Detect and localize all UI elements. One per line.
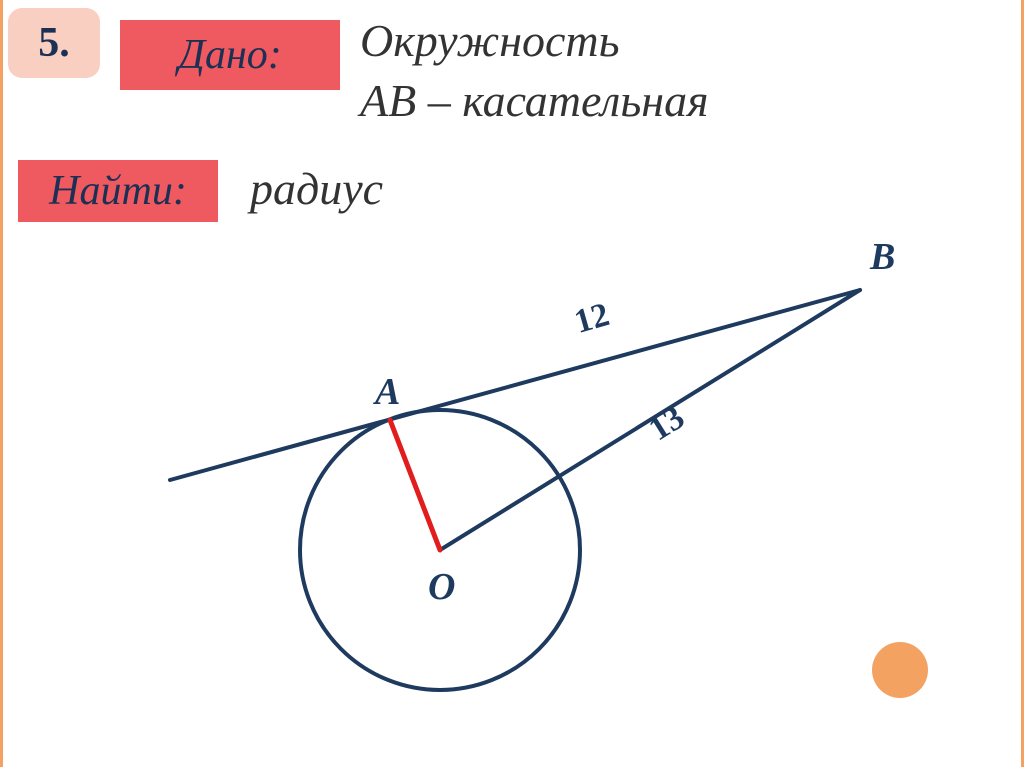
problem-number-badge: 5. (8, 8, 100, 78)
left-accent-border (0, 0, 3, 767)
dano-badge: Дано: (120, 20, 340, 90)
accent-dot (872, 642, 928, 698)
point-label-B: B (870, 235, 895, 279)
given-line-2: AB – касательная (360, 74, 708, 127)
point-label-A: A (375, 370, 400, 414)
find-label: Найти: (49, 167, 187, 215)
problem-number: 5. (38, 19, 70, 67)
diagram-svg (120, 230, 940, 740)
given-line-1: Окружность (360, 14, 620, 67)
point-label-O: O (428, 565, 455, 609)
find-badge: Найти: (18, 160, 218, 222)
find-value: радиус (250, 162, 383, 215)
geometry-diagram: A B O 12 13 (120, 230, 940, 740)
dano-label: Дано: (178, 31, 282, 79)
